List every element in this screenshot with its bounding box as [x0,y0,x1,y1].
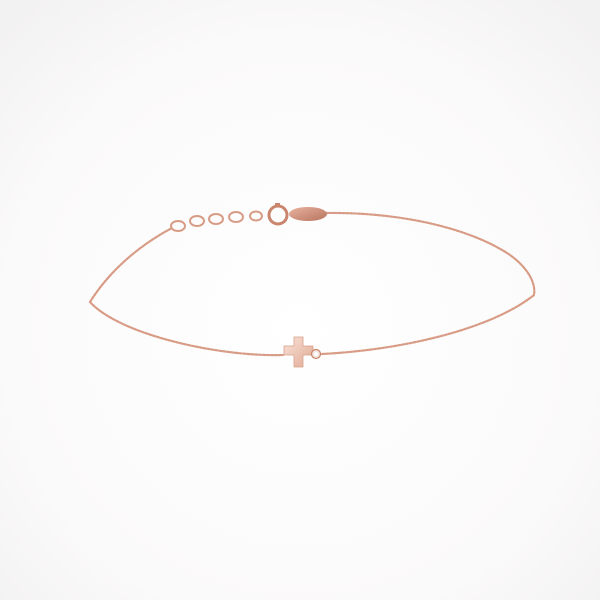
chain-upper-left [88,226,174,304]
extension-chain [170,210,263,232]
clasp-lever [275,203,280,207]
link [170,220,186,232]
link [249,210,263,222]
link [208,213,224,225]
chain-lower-left [88,300,285,357]
chain [88,211,536,357]
cross-charm [283,336,322,368]
chain-lower-right [320,293,536,356]
stone [314,352,318,356]
cross [283,336,314,368]
link [189,215,205,227]
chain-upper-right [324,211,536,297]
clasp [267,203,327,226]
link [228,211,244,223]
tag-plate [289,207,327,221]
